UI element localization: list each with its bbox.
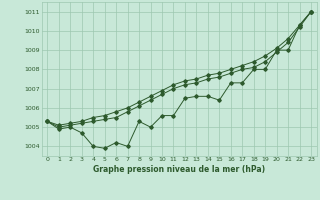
- X-axis label: Graphe pression niveau de la mer (hPa): Graphe pression niveau de la mer (hPa): [93, 165, 265, 174]
